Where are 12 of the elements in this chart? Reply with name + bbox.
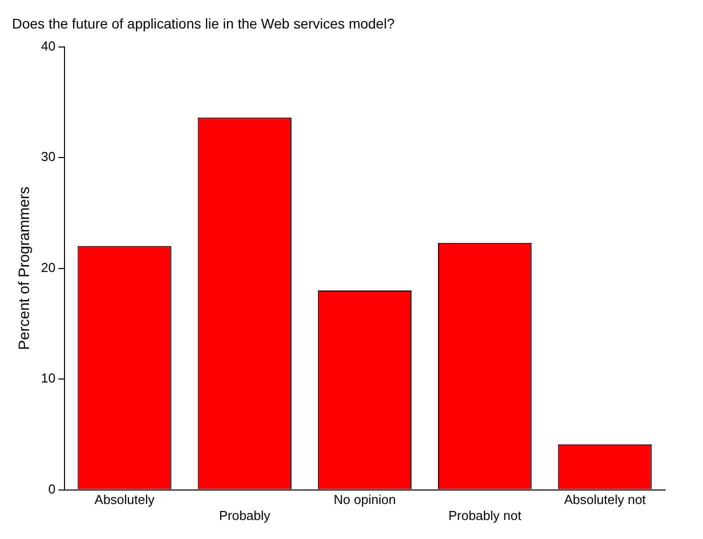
x-tick-label: No opinion — [334, 492, 396, 508]
y-tick-label: 30 — [40, 149, 56, 164]
y-tick-label: 0 — [48, 481, 56, 496]
y-tick-label: 40 — [40, 38, 56, 54]
y-tick-label: 10 — [40, 370, 56, 386]
y-tick-label: 20 — [40, 260, 56, 275]
x-tick-label: Probably — [218, 508, 271, 523]
x-tick-label: Absolutely not — [564, 492, 646, 508]
y-axis-title: Percent of Programmers — [16, 186, 34, 350]
x-tick-label: Probably not — [448, 508, 522, 523]
chart-title: Does the future of applications lie in the Web services model? — [12, 15, 395, 32]
x-tick-label: Absolutely — [94, 492, 155, 508]
